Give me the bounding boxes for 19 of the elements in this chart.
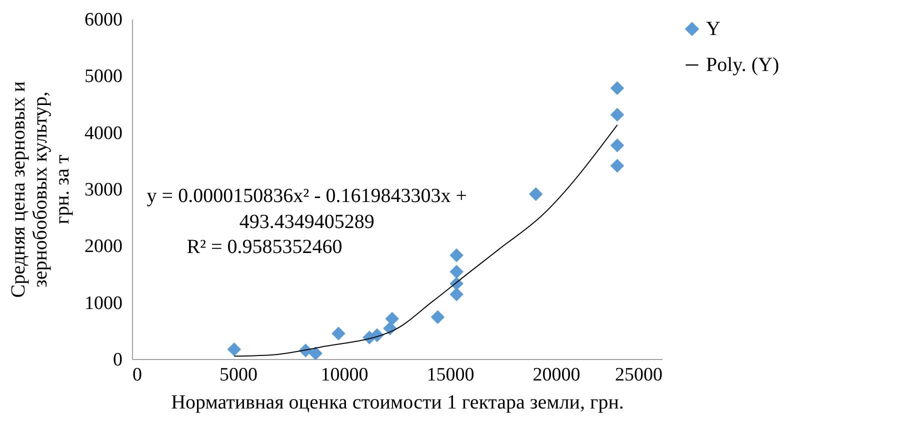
legend-label: Y xyxy=(706,18,720,40)
y-tick-label: 4000 xyxy=(84,122,122,144)
y-tick-label: 2000 xyxy=(84,236,122,258)
y-tick-label: 3000 xyxy=(84,180,122,200)
x-tick-label: 5000 xyxy=(220,364,258,386)
annotation: R² = 0.9585352460 xyxy=(186,236,342,258)
y-axis-title: Средняя цена зерновых и зернобобовых культур, грн. за т xyxy=(8,80,74,298)
x-axis-title: Нормативная оценка стоимости 1 гектара земли, грн. xyxy=(171,392,624,414)
legend-label: Poly. (Y) xyxy=(706,54,780,76)
x-tick-label: 20000 xyxy=(532,364,580,386)
y-tick-label: 5000 xyxy=(84,66,122,88)
x-tick-label: 15000 xyxy=(426,364,474,386)
x-tick-label: 25000 xyxy=(615,364,662,386)
x-tick-label: 0 xyxy=(132,364,142,386)
x-tick-label: 10000 xyxy=(320,364,368,386)
y-tick-label: 6000 xyxy=(84,10,122,30)
y-tick-label: 0 xyxy=(113,350,122,370)
annotation: y = 0.0000150836x² - 0.1619843303x + 493.4349405289 xyxy=(146,184,468,233)
y-tick-label: 1000 xyxy=(84,292,122,314)
